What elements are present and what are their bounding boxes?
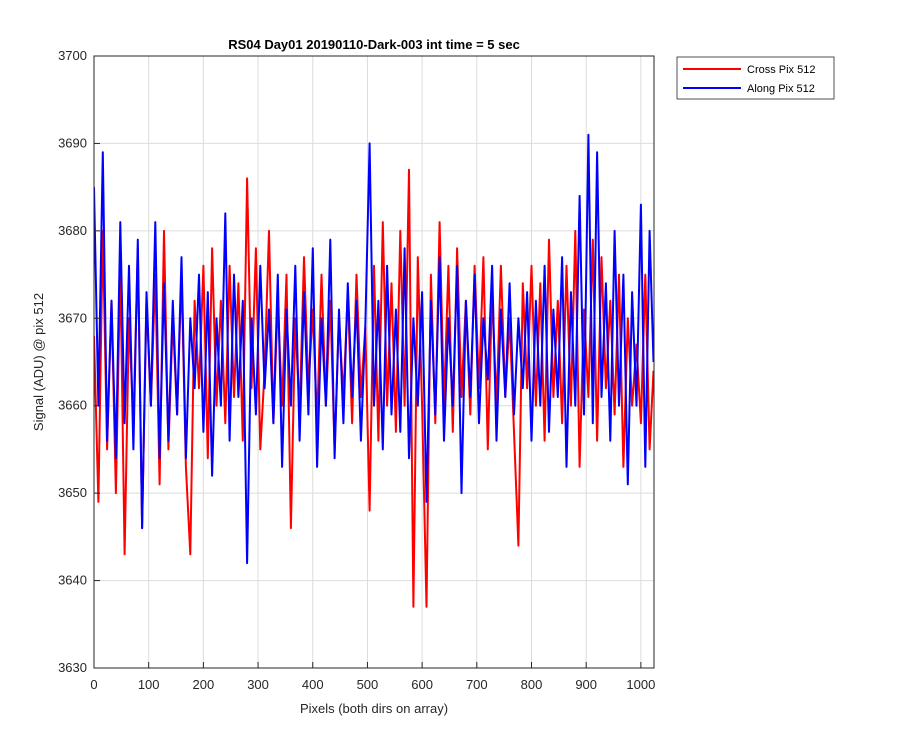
legend-label-cross: Cross Pix 512 xyxy=(747,64,815,76)
y-tick-label: 3690 xyxy=(58,135,87,150)
x-tick-label: 600 xyxy=(411,677,433,692)
x-tick-label: 700 xyxy=(466,677,488,692)
y-tick-label: 3630 xyxy=(58,660,87,675)
axes: 0 100 200 300 400 500 600 700 800 900 1000 3630 3640… xyxy=(58,48,655,692)
y-tick-label: 3660 xyxy=(58,398,87,413)
x-tick-label: 200 xyxy=(193,677,215,692)
series-layer xyxy=(94,133,654,608)
x-tick-label: 0 xyxy=(90,677,97,692)
x-tick-label: 500 xyxy=(357,677,379,692)
y-tick-label: 3700 xyxy=(58,48,87,63)
x-tick-label: 800 xyxy=(521,677,543,692)
y-tick-label: 3650 xyxy=(58,485,87,500)
x-tick-label: 400 xyxy=(302,677,324,692)
x-tick-label: 300 xyxy=(247,677,269,692)
series-line-along-pix-512 xyxy=(94,133,654,565)
legend: Cross Pix 512 Along Pix 512 xyxy=(676,56,835,100)
series-line-cross-pix-512 xyxy=(94,168,654,608)
x-axis-label: Pixels (both dirs on array) xyxy=(300,701,448,716)
y-tick-label: 3670 xyxy=(58,310,87,325)
x-tick-label: 1000 xyxy=(626,677,655,692)
y-axis-label: Signal (ADU) @ pix 512 xyxy=(31,293,46,431)
plot-frame xyxy=(93,55,655,669)
y-tick-label: 3680 xyxy=(58,223,87,238)
y-tick-label: 3640 xyxy=(58,573,87,588)
x-tick-label: 100 xyxy=(138,677,160,692)
chart-title: RS04 Day01 20190110-Dark-003 int time = … xyxy=(228,37,520,52)
x-tick-label: 900 xyxy=(575,677,597,692)
legend-box xyxy=(676,56,835,100)
legend-label-along: Along Pix 512 xyxy=(747,83,815,95)
